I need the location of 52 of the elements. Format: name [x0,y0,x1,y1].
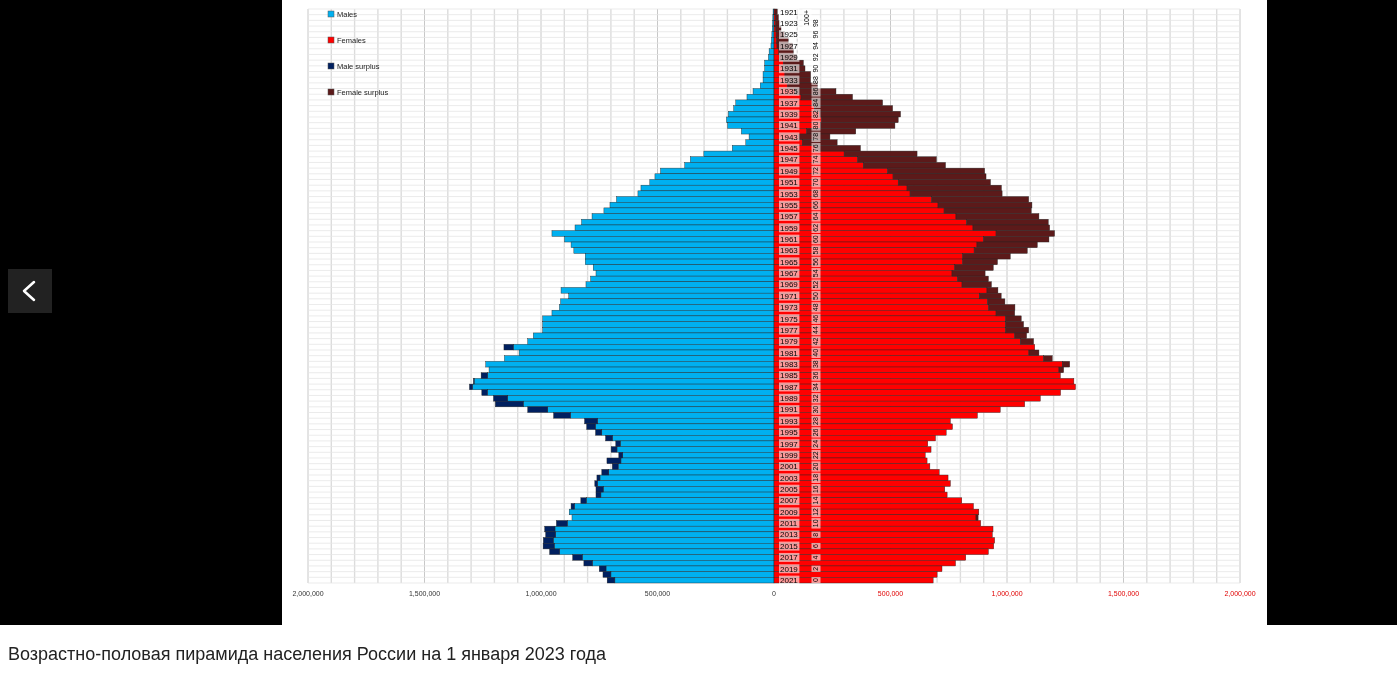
y-tick-label: 1949 [780,166,799,176]
y-tick-label: 2005 [780,485,799,495]
y-tick-label: 2007 [780,496,799,506]
y-tick-label: 1945 [780,144,799,154]
y-tick-label: 2001 [780,462,799,472]
y-tick-label: 1965 [780,257,799,267]
y-tick-label: 1999 [780,450,799,460]
y-tick-label: 1979 [780,337,799,347]
text: Возрастно-половая пирамида населения России на 1 января 2023 года [8,644,608,664]
y-tick-label: 1933 [780,75,799,85]
y-tick-label: 2011 [780,519,798,529]
y-tick-label: 1993 [780,416,799,426]
y-tick-label: 1995 [780,428,799,438]
y-tick-label: 1983 [780,360,799,369]
y-tick-label: 1943 [780,132,799,142]
y-tick-label: 2015 [780,541,799,551]
y-tick-label: 1989 [780,394,799,404]
y-tick-label: 1931 [780,64,799,74]
y-tick-label: 1935 [780,87,799,97]
y-tick-label: 1951 [780,178,799,188]
y-tick-label: 1959 [780,223,799,233]
y-tick-label: 2021 [780,575,799,585]
y-tick-label: 1939 [780,109,799,119]
y-tick-label: 1923 [780,19,799,29]
y-tick-label: 2013 [780,530,799,540]
y-tick-label: 1937 [780,98,799,108]
y-tick-label: 1977 [780,325,799,335]
y-tick-label: 1963 [780,246,799,256]
y-tick-label: 1981 [780,348,799,358]
y-tick-label: 1941 [780,121,799,131]
y-tick-label: 1969 [780,280,799,290]
y-tick-label: 1927 [780,41,799,51]
y-tick-label: 1957 [780,212,799,222]
y-tick-label: 1953 [780,189,799,199]
y-tick-label: 1961 [780,234,799,244]
y-tick-label: 1991 [780,405,799,415]
y-tick-label: 1973 [780,303,799,313]
y-tick-label: 1987 [780,382,799,392]
y-tick-label: 2003 [780,473,799,483]
y-tick-label: 1997 [780,439,799,449]
y-tick-label: 2017 [780,553,799,563]
y-tick-label: 1975 [780,314,799,324]
y-tick-label: 1971 [780,291,799,301]
y-tick-label: 1955 [780,200,799,210]
y-tick-label: 1921 [780,7,799,17]
y-tick-label: 1985 [780,371,799,381]
y-tick-label: 1947 [780,155,799,165]
y-tick-label: 1929 [780,53,799,63]
y-tick-label: 2019 [780,564,799,574]
y-tick-label: 1967 [780,269,799,279]
y-tick-label: 2009 [780,507,799,517]
y-tick-label: 1925 [780,30,799,40]
